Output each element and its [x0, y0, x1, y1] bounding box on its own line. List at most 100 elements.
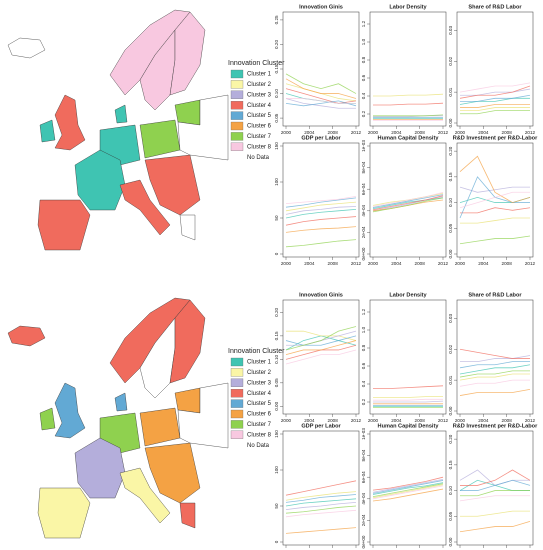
- x-tick-label: 2012: [351, 261, 362, 266]
- legend-swatch: [230, 111, 244, 120]
- series-line: [373, 114, 444, 117]
- y-tick-label: 1e-03: [361, 140, 366, 152]
- series-line: [372, 488, 444, 502]
- series-line: [459, 389, 531, 396]
- x-tick-label: 2004: [391, 130, 402, 135]
- x-tick-label: 2004: [304, 130, 315, 135]
- y-tick-label: 0.00: [448, 249, 453, 258]
- y-tick-label: 100: [274, 466, 279, 474]
- series-line: [460, 110, 530, 115]
- series-line: [372, 197, 444, 213]
- series-line: [285, 73, 357, 94]
- x-tick-label: 2008: [502, 261, 513, 266]
- legend-label: Cluster 7: [247, 134, 272, 140]
- series-line: [285, 494, 357, 503]
- maps: [7, 9, 229, 539]
- x-tick-label: 2004: [478, 261, 489, 266]
- y-tick-label: 100: [274, 178, 279, 186]
- y-tick-label: 0.20: [274, 40, 279, 49]
- y-tick-label: 0.15: [274, 331, 279, 340]
- series-line: [459, 469, 530, 486]
- series-line: [460, 107, 530, 112]
- legend-swatch: [230, 430, 244, 439]
- x-tick-label: 2012: [525, 418, 536, 423]
- legend-swatch: [230, 368, 244, 377]
- series-line: [459, 85, 531, 99]
- x-tick-label: 2004: [304, 418, 315, 423]
- series-line: [285, 226, 357, 233]
- map-region: [37, 487, 91, 539]
- legend-swatch: [230, 420, 244, 429]
- y-tick-label: 0e+00: [361, 247, 366, 260]
- map-region: [179, 502, 196, 529]
- series-line: [373, 396, 443, 398]
- series-line: [460, 94, 531, 102]
- y-tick-label: 0.03: [448, 26, 453, 35]
- series-line: [459, 191, 530, 209]
- y-tick-label: 0.15: [274, 64, 279, 73]
- series-line: [460, 510, 530, 517]
- x-tick-label: 2000: [281, 130, 292, 135]
- y-tick-label: 0.10: [274, 89, 279, 98]
- y-tick-label: 0.00: [448, 118, 453, 127]
- x-tick-label: 2000: [455, 261, 466, 266]
- map-region: [54, 94, 86, 151]
- series-line: [373, 102, 444, 106]
- y-tick-label: 0.10: [448, 486, 453, 495]
- series-line: [373, 400, 444, 403]
- series-line: [372, 476, 444, 491]
- series-line: [373, 385, 444, 389]
- y-tick-label: 0.05: [448, 223, 453, 232]
- map-region: [114, 392, 128, 412]
- map-region: [114, 104, 128, 124]
- legend-label: Cluster 4: [247, 103, 272, 109]
- map-region: [74, 149, 126, 211]
- legend-title: Innovation Cluster: [228, 60, 285, 67]
- chart-title: GDP per Labor: [301, 423, 341, 429]
- plot-frame: [282, 142, 360, 258]
- series-line: [372, 484, 444, 499]
- series-line: [459, 197, 531, 203]
- x-tick-label: 2008: [328, 418, 339, 423]
- chart-title: Innovation Ginis: [299, 4, 343, 10]
- y-tick-label: 0.6: [361, 74, 366, 81]
- chart-title: Human Capital Density: [378, 135, 440, 141]
- legend-label: Cluster 1: [247, 72, 272, 78]
- x-tick-label: 2008: [415, 130, 426, 135]
- map-region: [119, 467, 171, 524]
- map-region: [37, 199, 91, 251]
- y-tick-label: 0.15: [448, 172, 453, 181]
- chart-title: Human Capital Density: [378, 423, 440, 429]
- chart-title: R&D Investment per R&D-Labor: [453, 423, 538, 429]
- series-line: [285, 78, 357, 99]
- series-line: [285, 201, 357, 212]
- y-tick-label: 0.2: [361, 398, 366, 405]
- series-line: [372, 480, 444, 494]
- map-region: [174, 99, 201, 126]
- y-tick-label: 0.4: [361, 92, 366, 99]
- plot-frame: [456, 430, 534, 546]
- y-tick-label: 0.10: [274, 354, 279, 363]
- y-tick-label: 0.05: [448, 511, 453, 520]
- y-tick-label: 0.20: [274, 307, 279, 316]
- x-tick-label: 2012: [351, 418, 362, 423]
- x-tick-label: 2012: [351, 130, 362, 135]
- series-line: [460, 479, 531, 491]
- series-line: [285, 326, 357, 351]
- legend-label: Cluster 3: [247, 380, 272, 386]
- legend-swatch: [230, 80, 244, 89]
- series-line: [372, 478, 444, 493]
- x-tick-label: 2000: [368, 130, 379, 135]
- chart-title: R&D Investment per R&D-Labor: [453, 135, 538, 141]
- x-tick-label: 2008: [415, 261, 426, 266]
- series-line: [459, 364, 531, 375]
- series-line: [285, 197, 357, 208]
- series-line: [459, 82, 531, 93]
- map-region: [177, 94, 229, 161]
- legend-label: Cluster 2: [247, 370, 272, 376]
- legend-swatch: [230, 142, 244, 151]
- series-line: [372, 195, 444, 211]
- x-tick-label: 2008: [415, 418, 426, 423]
- map-region: [169, 299, 206, 384]
- series-line: [285, 206, 357, 215]
